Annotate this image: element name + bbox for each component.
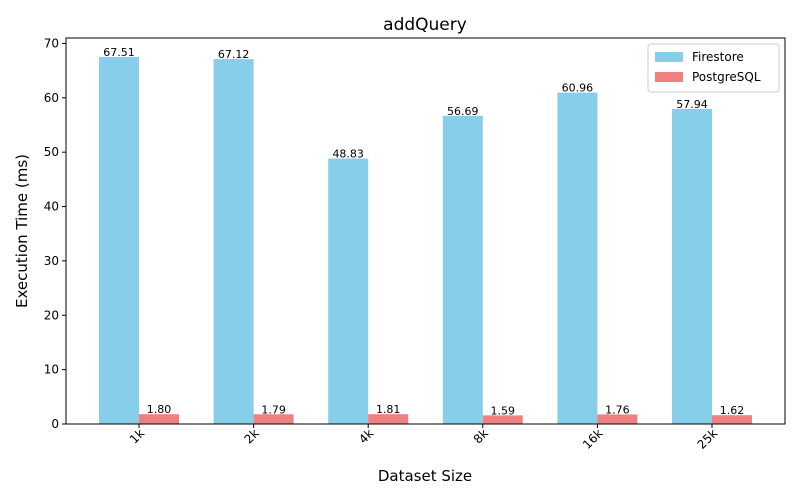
- data-label-firestore-4k: 48.83: [332, 148, 364, 161]
- y-tick-label-10: 10: [44, 363, 59, 377]
- data-label-firestore-2k: 67.12: [218, 48, 250, 61]
- bar-postgresql-8k: [482, 415, 523, 424]
- bar-postgresql-25k: [712, 415, 752, 424]
- data-label-postgresql-8k: 1.59: [491, 404, 516, 417]
- y-axis-label: Execution Time (ms): [13, 154, 31, 308]
- data-label-postgresql-16k: 1.76: [605, 403, 630, 416]
- data-label-firestore-25k: 57.94: [676, 98, 708, 111]
- chart-title: addQuery: [383, 15, 467, 35]
- data-label-firestore-16k: 60.96: [562, 82, 594, 95]
- data-label-postgresql-1k: 1.80: [147, 403, 172, 416]
- y-tick-label-50: 50: [44, 145, 59, 159]
- y-axis: 0 10 20 30 40 50 60 70: [44, 36, 66, 431]
- legend: Firestore PostgreSQL: [647, 43, 780, 93]
- legend-swatch-firestore: [655, 52, 683, 62]
- bar-firestore-8k: [442, 115, 483, 425]
- bar-firestore-4k: [328, 158, 369, 424]
- legend-swatch-postgresql: [655, 72, 683, 82]
- y-tick-label-40: 40: [44, 200, 59, 214]
- data-label-postgresql-25k: 1.62: [720, 404, 745, 417]
- data-label-firestore-1k: 67.51: [103, 46, 135, 59]
- bar-firestore-1k: [99, 56, 139, 424]
- y-tick-label-70: 70: [44, 36, 59, 50]
- x-axis-label: Dataset Size: [378, 467, 472, 485]
- bar-postgresql-4k: [368, 414, 409, 424]
- plot-frame: [65, 37, 786, 425]
- bars-layer: [99, 56, 752, 425]
- bar-firestore-16k: [557, 92, 598, 424]
- bar-postgresql-16k: [597, 414, 638, 424]
- bar-postgresql-1k: [139, 414, 179, 424]
- legend-label-postgresql: PostgreSQL: [692, 70, 761, 84]
- y-tick-label-0: 0: [51, 417, 59, 431]
- bar-firestore-2k: [213, 59, 254, 425]
- y-tick-label-20: 20: [44, 308, 59, 322]
- bar-postgresql-2k: [253, 414, 294, 424]
- data-label-postgresql-4k: 1.81: [376, 403, 401, 416]
- y-tick-label-30: 30: [44, 254, 59, 268]
- data-label-firestore-8k: 56.69: [447, 105, 479, 118]
- y-tick-label-60: 60: [44, 91, 59, 105]
- data-labels-layer: 67.51 67.12 48.83 56.69 60.96 57.94 1.80 1.79 1.…: [103, 46, 744, 417]
- legend-label-firestore: Firestore: [692, 50, 744, 64]
- bar-firestore-25k: [672, 109, 712, 424]
- data-label-postgresql-2k: 1.79: [261, 403, 286, 416]
